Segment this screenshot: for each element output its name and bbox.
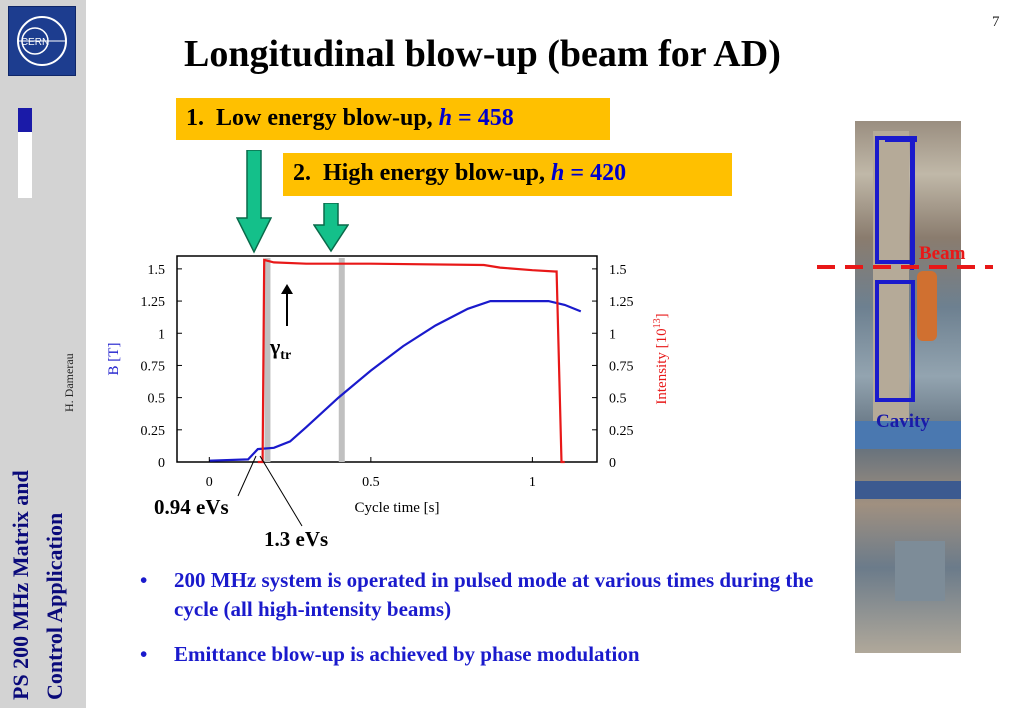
down-arrow-1-icon: [236, 150, 272, 254]
item-2-h: h: [551, 160, 565, 186]
sidebar-white-bar: [18, 132, 32, 198]
x-tick-label: 0: [206, 475, 213, 490]
cavity-overlay: [817, 136, 993, 402]
sidebar-blue-mark: [18, 108, 32, 132]
emittance-pointer-2: [259, 455, 303, 527]
y-left-tick-label: 1.5: [148, 263, 166, 278]
gamma-arrowhead: [281, 284, 293, 294]
item-1-value: = 458: [452, 105, 514, 131]
sidebar-title-line2: Control Application: [42, 512, 67, 700]
x-tick-label: 1: [529, 475, 536, 490]
y-left-tick-label: 0: [158, 456, 165, 471]
y-left-axis-label: B [T]: [106, 343, 122, 376]
emittance-label-2: 1.3 eVs: [264, 527, 329, 551]
item-1-text: 1. Low energy blow-up, h = 458: [186, 105, 514, 132]
y-left-tick-label: 0.5: [148, 392, 166, 407]
beam-label: Beam: [919, 243, 966, 264]
y-right-tick-label: 1.5: [609, 263, 627, 278]
y-left-tick-label: 0.75: [141, 359, 166, 374]
sidebar-title-line1: PS 200 MHz Matrix and: [8, 470, 33, 700]
item-2-text: 2. High energy blow-up, h = 420: [293, 160, 626, 187]
emittance-label-1: 0.94 eVs: [154, 495, 229, 519]
page-title: Longitudinal blow-up (beam for AD): [184, 33, 781, 75]
y-right-tick-label: 0.75: [609, 359, 634, 374]
cern-logo: CERN: [8, 6, 76, 76]
item-2-label: High energy blow-up,: [323, 160, 552, 186]
y-left-tick-label: 1.25: [141, 295, 166, 310]
item-box-2: 2. High energy blow-up, h = 420: [283, 153, 732, 196]
y-right-tick-label: 1: [609, 327, 616, 342]
x-axis-label: Cycle time [s]: [355, 500, 440, 516]
gamma-tr-label: γtr: [269, 334, 291, 363]
y-right-tick-label: 0.25: [609, 424, 634, 439]
page-number: 7: [992, 14, 1000, 30]
emittance-pointer-1: [237, 455, 257, 497]
bullet-item-2: • Emittance blow-up is achieved by phase …: [140, 642, 640, 666]
logo-text: CERN: [21, 37, 49, 48]
y-left-tick-label: 1: [158, 327, 165, 342]
series-line-1: [209, 299, 582, 462]
y-right-tick-label: 0: [609, 456, 616, 471]
sidebar: CERN PS 200 MHz Matrix and Control Appli…: [0, 0, 86, 708]
x-tick-label: 0.5: [362, 475, 380, 490]
down-arrow-2-icon: [313, 203, 349, 253]
blowup-marker-1: [264, 258, 271, 462]
item-1-label: Low energy blow-up,: [216, 105, 439, 131]
y-right-axis-label: Intensity [1013]: [652, 313, 670, 404]
item-1-number: 1.: [186, 105, 204, 131]
bullet-list: • 200 MHz system is operated in pulsed mo…: [140, 566, 860, 685]
y-right-tick-label: 1.25: [609, 295, 634, 310]
y-left-tick-label: 0.25: [141, 424, 166, 439]
y-right-tick-label: 0.5: [609, 392, 627, 407]
cavity-label: Cavity: [876, 411, 930, 432]
item-2-number: 2.: [293, 160, 311, 186]
item-box-1: 1. Low energy blow-up, h = 458: [176, 98, 610, 140]
bullet-item-1: • 200 MHz system is operated in pulsed mo…: [140, 568, 814, 621]
item-2-value: = 420: [564, 160, 627, 186]
sidebar-title: PS 200 MHz Matrix and Control Applicatio…: [8, 382, 80, 702]
series-line-2: [257, 258, 565, 464]
blowup-marker-2: [338, 258, 345, 462]
item-1-h: h: [438, 105, 453, 131]
cycle-chart: 0 0 0.25 0.25 0.5 0.5 0.75 0.75 1 1 1.25 1.25 1.5 1.5…: [106, 255, 670, 527]
author: H. Damerau: [62, 353, 76, 412]
